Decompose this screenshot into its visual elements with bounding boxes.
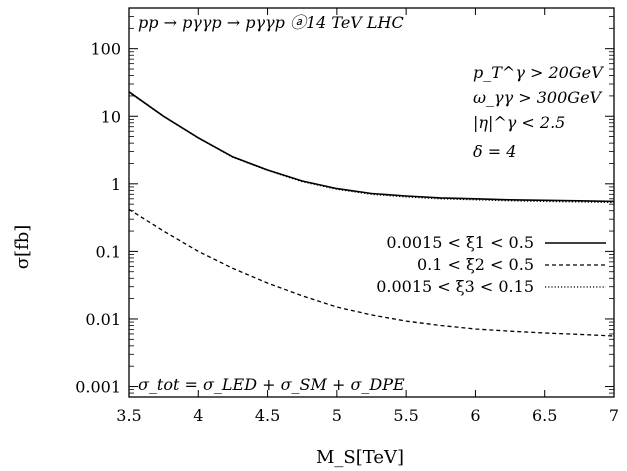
series-curves <box>128 91 615 337</box>
x-tick-label: 4 <box>193 406 203 425</box>
cut-annotation-3: |η|^γ < 2.5 <box>473 113 565 132</box>
cut-annotation-1: p_T^γ > 20GeV <box>473 63 604 82</box>
x-tick-label: 6.5 <box>532 406 557 425</box>
y-tick-label: 0.01 <box>85 310 121 329</box>
total-formula-annotation: σ_tot = σ_LED + σ_SM + σ_DPE <box>138 375 405 394</box>
y-tick-label: 100 <box>90 40 121 59</box>
x-tick-label: 3.5 <box>116 406 141 425</box>
y-tick-label: 0.1 <box>96 242 121 261</box>
y-tick-label: 0.001 <box>75 378 121 397</box>
series-line-3 <box>128 91 615 204</box>
series-line-2 <box>128 208 615 337</box>
y-axis-title: σ[fb] <box>12 225 33 270</box>
x-axis-title: M_S[TeV] <box>316 447 404 468</box>
tick-labels: 3.5 4 4.5 5 5.5 6 6.5 7 0.001 0.01 0.1 1 10 100 <box>75 40 619 425</box>
x-tick-label: 5.5 <box>393 406 418 425</box>
legend-label-3: 0.0015 < ξ3 < 0.15 <box>376 277 534 296</box>
legend: 0.0015 < ξ1 < 0.5 0.1 < ξ2 < 0.5 0.0015 < … <box>376 233 606 296</box>
cut-annotation-4: δ = 4 <box>473 142 516 161</box>
x-tick-label: 4.5 <box>255 406 280 425</box>
cut-annotation-2: ω_γγ > 300GeV <box>473 88 603 107</box>
y-tick-label: 1 <box>111 175 121 194</box>
legend-label-2: 0.1 < ξ2 < 0.5 <box>417 255 534 274</box>
legend-label-1: 0.0015 < ξ1 < 0.5 <box>386 233 534 252</box>
series-line-1 <box>128 91 615 203</box>
x-tick-label: 7 <box>609 406 619 425</box>
x-tick-label: 5 <box>332 406 342 425</box>
plot-frame <box>128 7 615 398</box>
y-tick-label: 10 <box>101 107 121 126</box>
x-tick-label: 6 <box>470 406 480 425</box>
process-annotation: pp → pγγp → pγγp ⓐ14 TeV LHC <box>138 13 404 32</box>
